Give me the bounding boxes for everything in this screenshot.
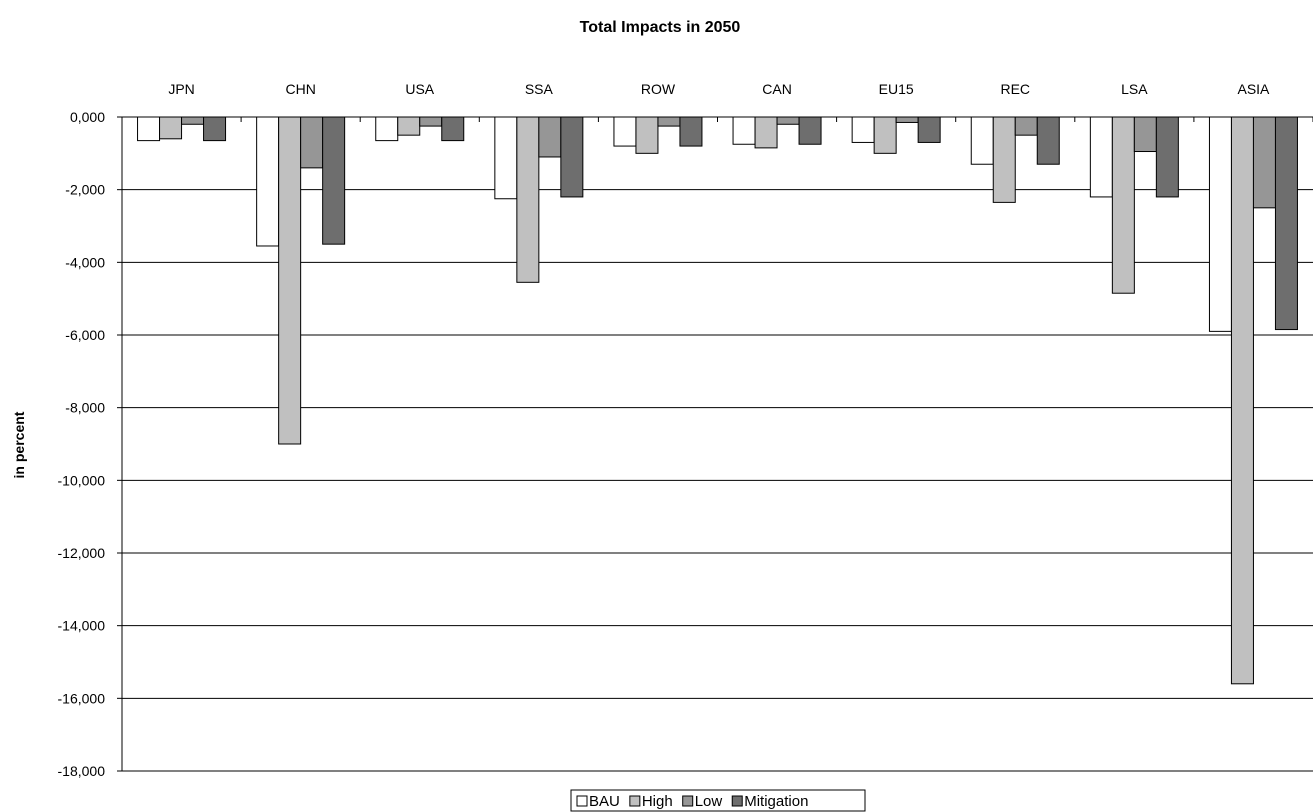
y-tick-label: -2,000 [65,182,105,198]
category-labels: JPN CHN USA SSA ROW CAN EU15 REC LSA ASIA [168,81,1270,97]
bar-bau-row [613,116,637,147]
bar-high-lsa [1111,116,1135,294]
y-tick-label: 0,000 [70,109,105,125]
category-label: JPN [168,81,194,97]
legend-label-high: High [642,793,673,810]
y-tick-label: -12,000 [58,545,106,561]
category-label: ROW [641,81,676,97]
bar-low-eu15 [895,116,919,123]
bar-mitigation-usa [441,116,465,142]
category-label: REC [1000,81,1030,97]
bar-low-lsa [1133,116,1157,153]
bar-low-asia [1252,116,1276,209]
bar-mitigation-eu15 [917,116,941,143]
category-label: CHN [285,81,315,97]
bar-bau-asia [1208,116,1232,332]
legend-label-bau: BAU [589,793,620,810]
bar-bau-ssa [494,116,518,200]
bar-mitigation-asia [1274,116,1298,331]
y-tick-label: -6,000 [65,327,105,343]
category-label: EU15 [879,81,914,97]
bar-high-ssa [516,116,540,283]
bar-mitigation-jpn [203,116,227,142]
bar-bau-chn [256,116,280,247]
bar-low-jpn [181,116,205,125]
bar-high-chn [278,116,302,445]
legend-swatch-bau [576,795,588,807]
legend-label-low: Low [695,793,723,810]
bar-bau-jpn [137,116,161,142]
bar-bau-rec [970,116,994,165]
bar-high-can [754,116,778,149]
chart-title: Total Impacts in 2050 [580,19,741,36]
y-tick-label: -10,000 [58,472,106,488]
category-label: LSA [1121,81,1148,97]
legend-swatch-low [682,795,694,807]
y-tick-label: -14,000 [58,618,106,634]
y-tick-label: -8,000 [65,400,105,416]
bar-mitigation-lsa [1155,116,1179,198]
category-label: USA [405,81,434,97]
bar-mitigation-ssa [560,116,584,198]
bar-low-ssa [538,116,562,158]
legend-swatch-mitigation [731,795,743,807]
bar-mitigation-chn [322,116,346,245]
bar-bau-lsa [1089,116,1113,198]
legend-box [570,789,866,812]
axes [121,116,1313,771]
bar-low-rec [1014,116,1038,136]
bars [137,116,1298,685]
bar-low-chn [300,116,324,169]
bar-bau-can [732,116,756,145]
bar-mitigation-can [798,116,822,145]
bar-high-jpn [159,116,183,140]
bar-low-can [776,116,800,125]
bar-mitigation-row [679,116,703,147]
bar-high-row [635,116,659,154]
legend-label-mitigation: Mitigation [744,793,808,810]
bar-bau-eu15 [851,116,875,143]
y-tick-labels: 0,000 -2,000 -4,000 -6,000 -8,000 -10,000 -12,… [58,109,106,779]
y-axis-label: in percent [11,411,27,478]
legend: BAU High Low Mitigation [570,789,866,812]
y-tick-label: -16,000 [58,690,106,706]
bar-low-row [657,116,681,127]
gridlines [117,116,1313,772]
bar-bau-usa [375,116,399,142]
bar-mitigation-rec [1036,116,1060,165]
bar-high-rec [992,116,1016,203]
bar-high-usa [397,116,421,136]
category-label: ASIA [1237,81,1270,97]
category-label: SSA [525,81,554,97]
y-tick-label: -18,000 [58,763,106,779]
category-label: CAN [762,81,792,97]
y-tick-label: -4,000 [65,254,105,270]
bar-high-asia [1230,116,1254,685]
bar-low-usa [419,116,443,127]
legend-swatch-high [629,795,641,807]
bar-high-eu15 [873,116,897,154]
